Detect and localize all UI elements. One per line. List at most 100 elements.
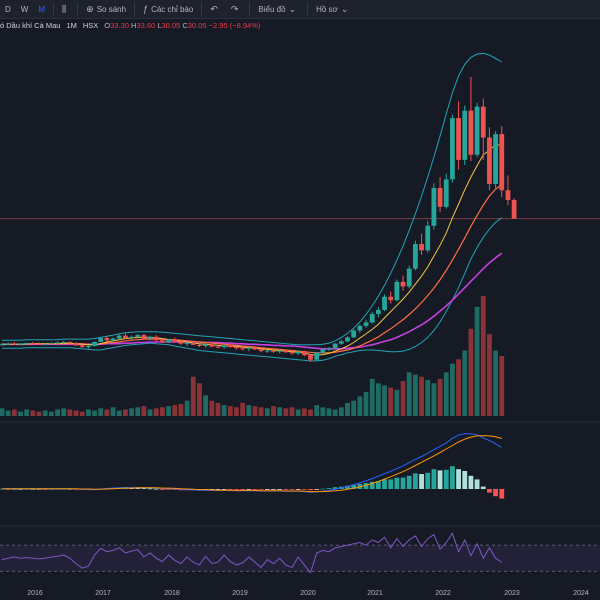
volume-bar	[468, 328, 474, 416]
macd-histogram-bar	[493, 489, 498, 497]
candle-body	[419, 244, 424, 251]
candle-body	[357, 325, 363, 331]
interval-month[interactable]: M	[38, 4, 46, 14]
candle-style-button[interactable]: ⫼	[57, 0, 74, 18]
volume-bar	[493, 350, 498, 416]
candle-body	[493, 134, 498, 184]
volume-bar	[283, 408, 289, 416]
volume-bar	[375, 383, 381, 416]
candle-body	[215, 346, 221, 348]
toolbar-divider	[307, 3, 309, 15]
macd-histogram-bar	[363, 483, 369, 489]
candle-body	[369, 313, 375, 323]
symbol-name[interactable]: ó Dầu khí Cà Mau	[0, 21, 61, 30]
x-axis-year-label: 2021	[367, 590, 383, 597]
candle-body	[5, 343, 11, 345]
volume-bar	[79, 411, 85, 416]
candle-body	[314, 352, 320, 360]
macd-histogram-bar	[24, 488, 30, 490]
macd-histogram-bar	[437, 470, 443, 489]
volume-bar	[166, 406, 171, 416]
candle-body	[123, 335, 128, 338]
macd-histogram-bar	[443, 469, 449, 489]
x-axis-year-label: 2024	[573, 590, 589, 597]
redo-button[interactable]: ↷	[226, 0, 247, 18]
candle-body	[227, 345, 233, 348]
chevron-down-icon: ⌄	[288, 3, 297, 14]
volume-bar	[462, 350, 468, 416]
macd-histogram-bar	[345, 485, 350, 489]
candle-body	[474, 106, 480, 155]
candle-body	[363, 322, 369, 326]
macd-histogram-bar	[456, 469, 461, 489]
profile-button[interactable]: Hồ sơ ⌄	[311, 0, 356, 18]
volume-bar	[240, 402, 246, 416]
volume-bar	[456, 359, 461, 416]
macd-histogram-bar	[369, 481, 375, 489]
legend-interval: 1M	[66, 21, 77, 30]
volume-bar	[147, 409, 153, 416]
close-value: 30.05	[187, 21, 207, 30]
candle-body	[11, 343, 17, 345]
volume-bar	[104, 409, 110, 416]
rsi-line	[1, 532, 503, 574]
candle-body	[480, 106, 486, 138]
volume-bar	[437, 378, 443, 416]
candle-body	[505, 190, 511, 200]
candle-body	[271, 350, 276, 352]
macd-histogram-bar	[289, 489, 295, 490]
candle-body	[197, 344, 202, 346]
candle-body	[351, 330, 357, 338]
volume-bar	[277, 407, 283, 416]
indicators-button[interactable]: ƒ Các chỉ báo	[138, 0, 198, 18]
candle-body	[511, 199, 517, 219]
volume-bar	[357, 396, 363, 416]
change-value: −2.95 (−8.94%)	[208, 21, 261, 30]
volume-bar	[209, 400, 215, 416]
candle-body	[24, 343, 30, 345]
open-label: O	[104, 21, 111, 30]
volume-bar	[258, 407, 264, 416]
candle-body	[129, 336, 134, 338]
candle-body	[166, 339, 171, 342]
candle-body	[487, 137, 492, 184]
macd-histogram-bar	[271, 489, 276, 490]
open-value: 33.30	[110, 21, 129, 30]
macd-histogram-bar	[36, 489, 42, 490]
low-value: 30.05	[161, 21, 181, 30]
x-axis-year-label: 2023	[504, 590, 520, 597]
macd-histogram-bar	[412, 473, 418, 489]
volume-bar	[252, 406, 258, 416]
macd-histogram-bar	[147, 488, 153, 490]
redo-icon: ↷	[230, 3, 239, 14]
volume-bar	[184, 400, 190, 416]
candle-body	[153, 336, 159, 341]
volume-bar	[246, 405, 252, 416]
undo-button[interactable]: ↶	[205, 0, 226, 18]
macd-histogram-bar	[234, 489, 239, 490]
macd-histogram-bar	[308, 489, 313, 491]
volume-bar	[264, 408, 270, 416]
candle-body	[301, 351, 307, 356]
chart-type-button[interactable]: Biểu đồ ⌄	[253, 0, 304, 18]
volume-bar	[197, 383, 202, 416]
high-value: 33.60	[136, 21, 156, 30]
compare-button[interactable]: ⊕ So sánh	[81, 0, 131, 18]
macd-histogram-bar	[487, 489, 492, 493]
macd-histogram-bar	[221, 489, 227, 490]
candle-body	[382, 296, 387, 310]
macd-histogram-bar	[480, 486, 486, 489]
volume-bar	[172, 405, 178, 416]
volume-bar	[178, 404, 184, 416]
candle-body	[85, 345, 91, 348]
macd-histogram-bar	[11, 488, 17, 490]
interval-day[interactable]: D	[5, 4, 11, 14]
volume-bar	[320, 407, 326, 416]
candle-body	[221, 345, 227, 348]
volume-bar	[5, 410, 11, 416]
interval-week[interactable]: W	[20, 4, 29, 14]
volume-bar	[92, 410, 97, 416]
candle-body	[308, 355, 313, 360]
macd-histogram-bar	[246, 489, 252, 490]
